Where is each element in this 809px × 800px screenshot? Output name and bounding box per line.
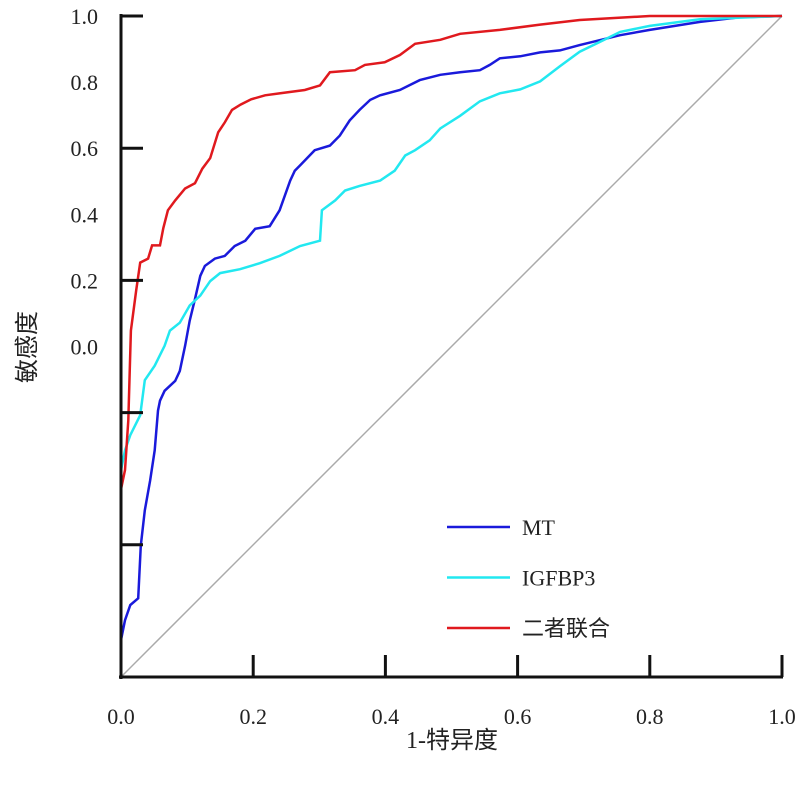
x-tick-label: 0.2: [239, 704, 267, 729]
legend-label-1: IGFBP3: [522, 566, 595, 591]
x-tick-label: 0.6: [504, 704, 532, 729]
y-tick-label: 0.0: [71, 335, 99, 360]
x-tick-label: 0.4: [372, 704, 400, 729]
x-tick-label: 1.0: [768, 704, 796, 729]
legend-label-0: MT: [522, 515, 556, 540]
y-tick-label: 0.6: [71, 136, 99, 161]
y-tick-label: 0.2: [71, 268, 99, 293]
x-axis-label: 1-特异度: [406, 727, 498, 754]
x-tick-label: 0.0: [107, 704, 135, 729]
reference-diagonal-line: [120, 15, 783, 678]
x-tick-label: 0.8: [636, 704, 664, 729]
y-tick-label: 0.4: [71, 202, 99, 227]
legend: MT IGFBP3 二者联合: [447, 515, 610, 641]
legend-label-2: 二者联合: [522, 616, 610, 641]
y-tick-label: 1.0: [71, 4, 99, 29]
y-axis-label: 敏感度: [14, 311, 41, 383]
series-line-2: [119, 14, 782, 490]
series-line-0: [119, 14, 783, 641]
y-tick-label: 0.8: [71, 70, 99, 95]
series-line-1: [119, 14, 783, 471]
